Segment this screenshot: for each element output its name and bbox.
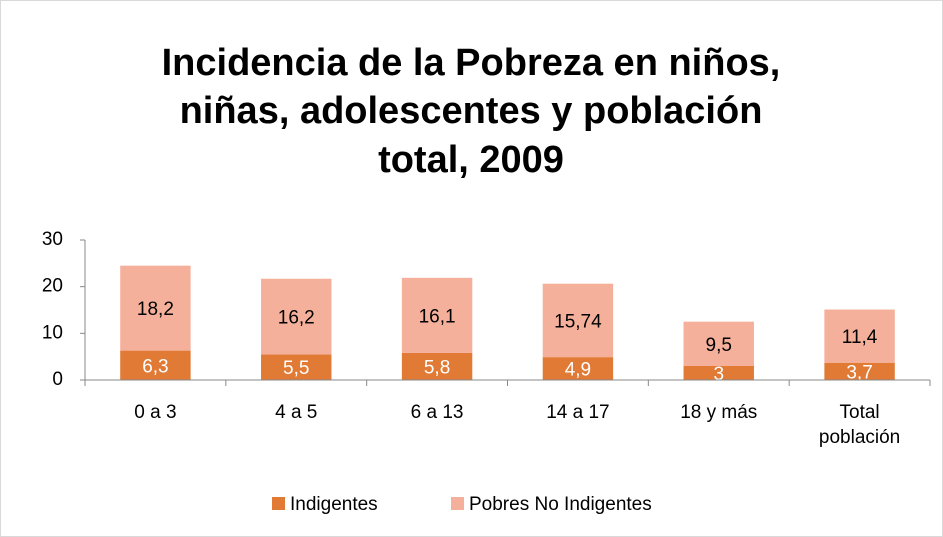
data-label: 9,5 — [706, 335, 732, 356]
data-label: 16,2 — [278, 308, 315, 329]
legend-label: Indigentes — [290, 494, 378, 515]
legend-swatch — [272, 497, 285, 510]
chart-title: niñas, adolescentes y población — [180, 90, 763, 132]
bar-segment — [824, 362, 895, 380]
bar-segment — [120, 265, 191, 351]
x-tick-label: 14 a 17 — [546, 402, 610, 423]
data-label: 5,5 — [283, 358, 309, 379]
legend-swatch — [451, 497, 464, 510]
data-label: 3,7 — [846, 362, 872, 383]
x-tick-label: 18 y más — [680, 402, 758, 423]
bar-segment — [120, 350, 191, 380]
bar-segment — [683, 366, 754, 380]
y-tick-label: 0 — [52, 369, 63, 390]
bar-segment — [542, 283, 614, 358]
chart-title: total, 2009 — [378, 139, 564, 181]
bar-segment — [683, 321, 754, 366]
data-label: 15,74 — [554, 311, 602, 332]
x-tick-label: 4 a 5 — [275, 402, 318, 423]
bar-segment — [261, 278, 332, 355]
data-label: 18,2 — [137, 299, 174, 320]
y-tick-label: 20 — [42, 276, 63, 297]
y-tick-label: 10 — [42, 322, 63, 343]
data-label: 16,1 — [419, 306, 456, 327]
bar-segment — [261, 354, 332, 380]
x-tick-label: 6 a 13 — [410, 402, 464, 423]
legend-label: Pobres No Indigentes — [469, 494, 652, 515]
x-tick-label: Total población — [818, 402, 901, 448]
data-label: 3 — [713, 364, 724, 385]
data-label: 5,8 — [424, 357, 450, 378]
x-tick-label: 0 a 3 — [134, 402, 177, 423]
bar-segment — [542, 357, 614, 380]
data-label: 6,3 — [142, 356, 168, 377]
bar-segment — [401, 352, 473, 380]
chart-title: Incidencia de la Pobreza en niños, — [162, 42, 781, 84]
bar-segment — [401, 277, 473, 353]
data-label: 11,4 — [842, 327, 878, 348]
data-label: 4,9 — [565, 360, 591, 381]
bar-segment — [824, 309, 895, 363]
y-tick-label: 30 — [42, 229, 63, 250]
